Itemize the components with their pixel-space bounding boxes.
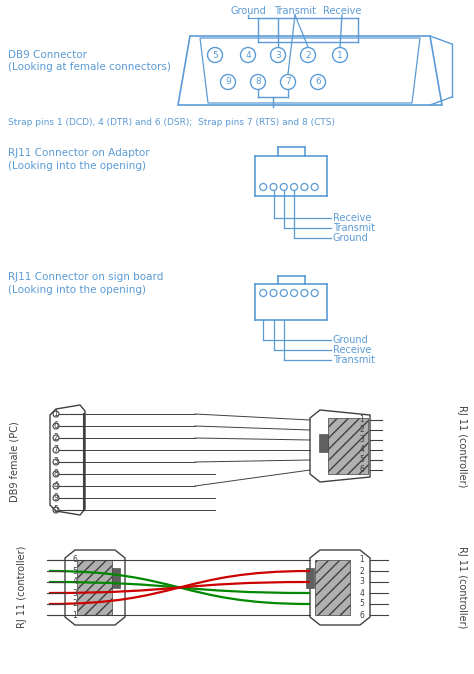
Text: Transmit: Transmit	[333, 355, 375, 365]
Text: (Looking into the opening): (Looking into the opening)	[8, 285, 146, 295]
Text: 6: 6	[360, 466, 365, 474]
Text: 3: 3	[360, 578, 365, 586]
Text: 8: 8	[54, 470, 58, 479]
Bar	[315, 560, 350, 615]
Text: RJ11 Connector on sign board: RJ11 Connector on sign board	[8, 272, 164, 282]
Text: 5: 5	[360, 599, 365, 609]
Text: 4: 4	[360, 446, 365, 454]
Text: 3: 3	[73, 588, 77, 597]
Bar	[306, 568, 314, 588]
Text: 7: 7	[54, 446, 58, 454]
Text: 8: 8	[255, 78, 261, 86]
Text: 6: 6	[73, 555, 77, 565]
Bar	[319, 434, 328, 452]
Text: Receive: Receive	[323, 6, 361, 16]
Text: Ground: Ground	[333, 335, 369, 345]
Text: Strap pins 1 (DCD), 4 (DTR) and 6 (DSR);  Strap pins 7 (RTS) and 8 (CTS): Strap pins 1 (DCD), 4 (DTR) and 6 (DSR);…	[8, 118, 335, 127]
Text: 5: 5	[73, 567, 77, 576]
Text: RJ 11 (controller): RJ 11 (controller)	[457, 405, 467, 487]
Text: 4: 4	[73, 578, 77, 586]
Text: (Looking into the opening): (Looking into the opening)	[8, 161, 146, 171]
Text: 5: 5	[54, 506, 58, 514]
Text: 9: 9	[225, 78, 231, 86]
Text: 4: 4	[54, 481, 58, 491]
Text: 4: 4	[245, 51, 251, 59]
Text: (Looking at female connectors): (Looking at female connectors)	[8, 62, 171, 72]
Text: Receive: Receive	[333, 345, 371, 355]
Text: 6: 6	[54, 421, 58, 431]
Text: 2: 2	[360, 567, 365, 576]
Text: 1: 1	[54, 410, 58, 419]
Text: 7: 7	[285, 78, 291, 86]
Text: DB9 Connector: DB9 Connector	[8, 50, 87, 60]
Text: 2: 2	[360, 425, 365, 435]
Text: 2: 2	[305, 51, 311, 59]
Text: Ground: Ground	[230, 6, 266, 16]
Text: 4: 4	[360, 588, 365, 597]
Text: 6: 6	[315, 78, 321, 86]
Text: Receive: Receive	[333, 213, 371, 223]
Text: 3: 3	[54, 458, 58, 466]
Text: Transmit: Transmit	[333, 223, 375, 233]
Text: 5: 5	[212, 51, 218, 59]
Text: 1: 1	[360, 555, 365, 565]
Text: 2: 2	[54, 433, 58, 443]
Bar	[328, 418, 368, 474]
Text: RJ11 Connector on Adaptor: RJ11 Connector on Adaptor	[8, 148, 150, 158]
Text: 6: 6	[360, 611, 365, 619]
Text: 1: 1	[360, 415, 365, 425]
Text: 5: 5	[360, 456, 365, 464]
Text: RJ 11 (controller): RJ 11 (controller)	[457, 546, 467, 628]
Text: RJ 11 (controller): RJ 11 (controller)	[17, 546, 27, 628]
Text: 3: 3	[360, 435, 365, 444]
Text: 3: 3	[275, 51, 281, 59]
Text: DB9 female (PC): DB9 female (PC)	[9, 422, 19, 502]
Text: 1: 1	[73, 611, 77, 619]
Text: 1: 1	[337, 51, 343, 59]
Text: 2: 2	[73, 599, 77, 609]
Bar	[112, 568, 120, 588]
Text: Ground: Ground	[333, 233, 369, 243]
Text: 9: 9	[54, 493, 58, 503]
Bar	[77, 560, 112, 615]
Text: Transmit: Transmit	[274, 6, 316, 16]
